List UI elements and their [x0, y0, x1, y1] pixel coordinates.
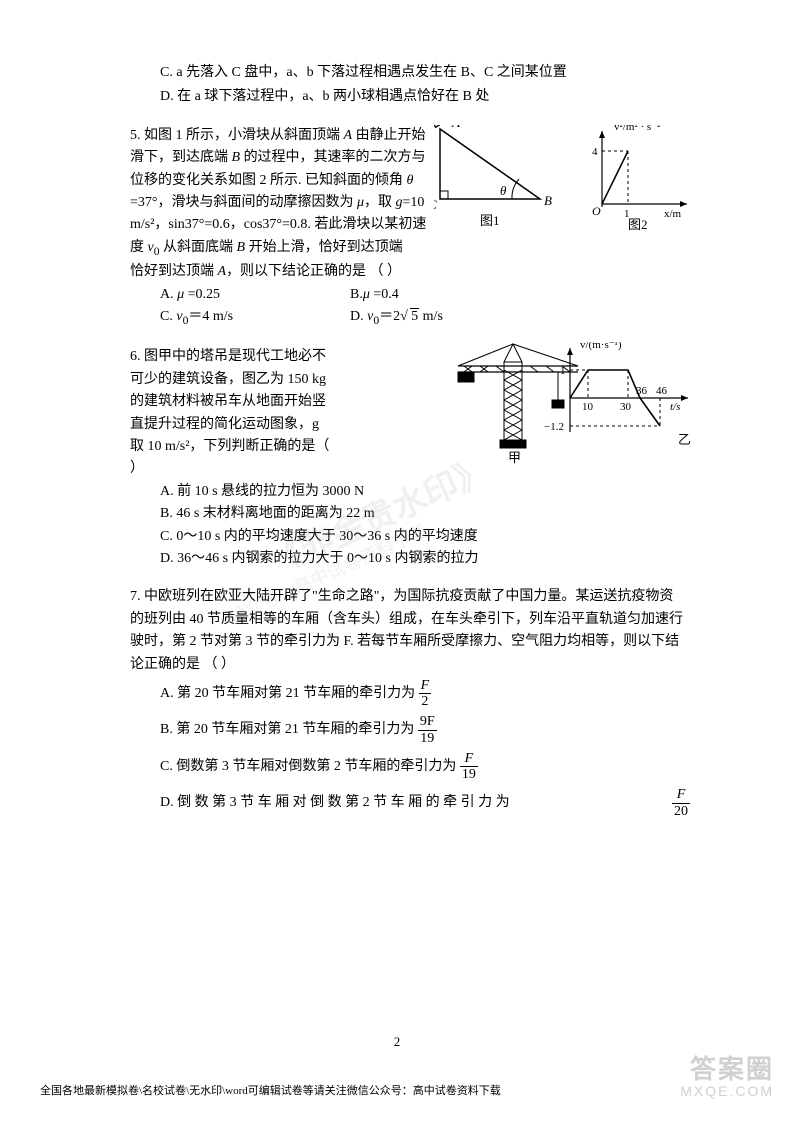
q7-options: A. 第 20 节车厢对第 21 节车厢的牵引力为 F2 B. 第 20 节车厢… [160, 676, 684, 822]
footer-note: 全国各地最新模拟卷\名校试卷\无水印\word可编辑试卷等请关注微信公众号：高中… [40, 1083, 760, 1101]
fig2-ylabel: v²/m² · s⁻² [614, 125, 661, 133]
q6-text: 6. 图甲中的塔吊是现代工地必不可少的建筑设备，图乙为 150 kg 的建筑材料… [130, 346, 330, 480]
q5-option-c: C. v0＝4 m/s [160, 306, 350, 330]
g-yt-lo: −1.2 [544, 421, 564, 433]
g-ylabel: v/(m·s⁻¹) [580, 342, 622, 351]
q7-block: 7. 中欧班列在欧亚大陆开辟了"生命之路"，为国际抗疫贡献了中国力量。某运送抗疫… [130, 586, 684, 821]
fig2-xlabel: x/m [664, 208, 682, 220]
page-number: 2 [0, 1032, 794, 1053]
q5-text-tail: 恰好到达顶端 A，则以下结论正确的是 （ ） [130, 261, 684, 283]
q5-option-b: B.μ =0.4 [350, 284, 540, 306]
q7-option-a: A. 第 20 节车厢对第 21 节车厢的牵引力为 F2 [160, 676, 684, 712]
q6-graph-svg: v/(m·s⁻¹) t/s 1 −1.2 10 30 36 46 乙 [542, 342, 692, 460]
corner-line1: 答案圈 [680, 1055, 774, 1084]
g-x2: 30 [620, 401, 632, 413]
corner-logo: 答案圈 MXQE.COM [680, 1055, 774, 1099]
q6-graph: v/(m·s⁻¹) t/s 1 −1.2 10 30 36 46 乙 [542, 342, 692, 460]
q7-option-b: B. 第 20 节车厢对第 21 节车厢的牵引力为 9F19 [160, 712, 684, 748]
g-yt-hi: 1 [560, 365, 566, 377]
crane-caption: 甲 [508, 450, 521, 465]
q5-figures: A B C θ 图1 v²/m² · s⁻² x/m [434, 125, 694, 240]
corner-line2: MXQE.COM [680, 1084, 774, 1099]
q6-option-a: A. 前 10 s 悬线的拉力恒为 3000 N [160, 481, 684, 503]
fig2-ytick: 4 [592, 146, 598, 158]
q6-option-d: D. 36～46 s 内钢索的拉力大于 0～10 s 内钢索的拉力 [160, 548, 684, 570]
q7-option-d: D. 倒 数 第 3 节 车 厢 对 倒 数 第 2 节 车 厢 的 牵 引 力… [160, 785, 690, 821]
q5-svg: A B C θ 图1 v²/m² · s⁻² x/m [434, 125, 694, 240]
g-xlabel: t/s [670, 401, 680, 413]
q4-option-d: D. 在 a 球下落过程中，a、b 两小球相遇点恰好在 B 处 [160, 86, 684, 108]
q7-option-c: C. 倒数第 3 节车厢对倒数第 2 节车厢的牵引力为 F19 [160, 749, 684, 785]
q6-option-b: B. 46 s 末材料离地面的距离为 22 m [160, 503, 684, 525]
g-x1: 10 [582, 401, 594, 413]
fig2-caption: 图2 [628, 217, 648, 232]
q6-block: 甲 v/(m·s⁻ [130, 346, 684, 570]
label-C: C [434, 197, 437, 212]
label-A: A [451, 125, 460, 130]
page: C. a 先落入 C 盘中，a、b 下落过程相遇点发生在 B、C 之间某位置 D… [0, 0, 794, 1123]
fig2-origin: O [592, 204, 601, 218]
fig1-caption: 图1 [480, 213, 500, 228]
q5-options: A. μ =0.25 B.μ =0.4 C. v0＝4 m/s D. v0＝25… [160, 284, 684, 331]
label-theta: θ [500, 183, 507, 198]
g-caption: 乙 [678, 432, 691, 447]
q6-option-c: C. 0～10 s 内的平均速度大于 30～36 s 内的平均速度 [160, 526, 684, 548]
q4-option-c: C. a 先落入 C 盘中，a、b 下落过程相遇点发生在 B、C 之间某位置 [160, 62, 684, 84]
label-B: B [544, 193, 552, 208]
q7-text: 7. 中欧班列在欧亚大陆开辟了"生命之路"，为国际抗疫贡献了中国力量。某运送抗疫… [130, 586, 684, 676]
q6-options: A. 前 10 s 悬线的拉力恒为 3000 N B. 46 s 末材料离地面的… [160, 481, 684, 571]
q5-option-a: A. μ =0.25 [160, 284, 350, 306]
g-x3: 36 [636, 385, 648, 397]
q5-text: 5. 如图 1 所示，小滑块从斜面顶端 A 由静止开始滑下，到达底端 B 的过程… [130, 125, 430, 261]
q5-block: A B C θ 图1 v²/m² · s⁻² x/m [130, 125, 684, 331]
q5-num: 5. [130, 128, 141, 143]
g-x4: 46 [656, 385, 668, 397]
q5-option-d: D. v0＝25 m/s [350, 306, 540, 330]
